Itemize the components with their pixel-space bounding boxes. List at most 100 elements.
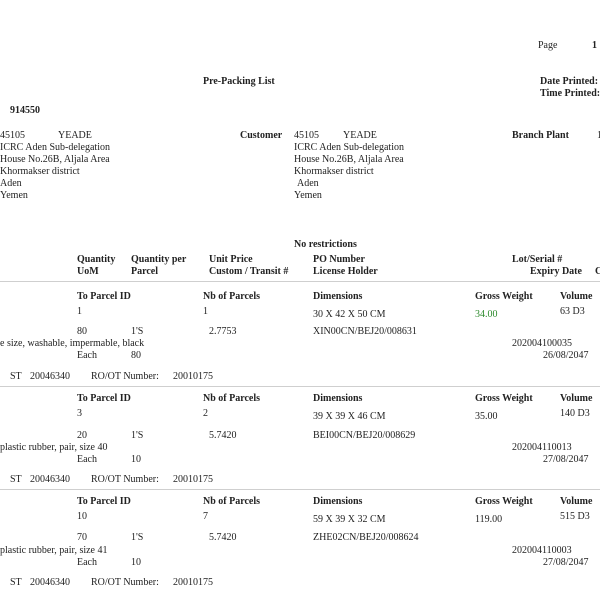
customer-line: ICRC Aden Sub-delegation	[294, 142, 404, 153]
ship-to-line: Aden	[0, 178, 22, 189]
col-unit-price: Unit Price	[209, 254, 253, 265]
po-number: XIN00CN/BEJ20/008631	[313, 326, 417, 337]
lot-number: 202004110013	[512, 442, 572, 453]
item-description: e size, washable, impermable, black	[0, 338, 145, 349]
dimensions-label: Dimensions	[313, 393, 363, 404]
col-expiry-date: Expiry Date	[530, 266, 582, 277]
col-custom-transit: Custom / Transit #	[209, 266, 289, 277]
gross-weight: 35.00	[475, 411, 498, 422]
page-label: Page	[538, 40, 558, 51]
customer-name: YEADE	[343, 130, 377, 141]
st-number: 20046340	[30, 474, 70, 485]
uom: Each	[77, 557, 97, 568]
uom-code: 1'S	[131, 532, 144, 543]
gross-weight-label: Gross Weight	[475, 393, 533, 404]
lot-number: 202004100035	[512, 338, 572, 349]
col-po-number: PO Number	[313, 254, 365, 265]
nb-parcels-label: Nb of Parcels	[203, 393, 261, 404]
col-license-holder: License Holder	[313, 266, 378, 277]
item-description: plastic rubber, pair, size 41	[0, 545, 108, 556]
col-qty-per-parcel: Quantity per	[131, 254, 187, 265]
st-number: 20046340	[30, 371, 70, 382]
ro-ot-number: 20010175	[173, 371, 213, 382]
col-lot-serial: Lot/Serial #	[512, 254, 563, 265]
ship-to-line: ICRC Aden Sub-delegation	[0, 142, 110, 153]
quantity: 70	[77, 532, 87, 543]
dimensions-label: Dimensions	[313, 291, 363, 302]
time-printed-label: Time Printed:	[540, 88, 600, 99]
unit-price: 2.7753	[209, 326, 237, 337]
nb-parcels-label: Nb of Parcels	[203, 496, 261, 507]
volume-label: Volume	[560, 393, 593, 404]
ship-to-line: Yemen	[0, 190, 28, 201]
ro-ot-number: 20010175	[173, 474, 213, 485]
ro-ot-number: 20010175	[173, 577, 213, 588]
nb-parcels: 7	[203, 511, 208, 522]
volume: 515 D3	[560, 511, 590, 522]
uom: Each	[77, 350, 97, 361]
header-divider	[0, 281, 600, 282]
expiry-date: 27/08/2047	[543, 557, 589, 568]
document-title: Pre-Packing List	[203, 76, 275, 87]
expiry-date: 27/08/2047	[543, 454, 589, 465]
unit-price: 5.7420	[209, 430, 237, 441]
ro-ot-label: RO/OT Number:	[91, 474, 159, 485]
uom: Each	[77, 454, 97, 465]
qty-per-parcel: 10	[131, 557, 141, 568]
st-number: 20046340	[30, 577, 70, 588]
unit-price: 5.7420	[209, 532, 237, 543]
ship-to-name: YEADE	[58, 130, 92, 141]
item-divider	[0, 489, 600, 490]
gross-weight: 119.00	[475, 514, 503, 525]
dimensions: 30 X 42 X 50 CM	[313, 309, 386, 320]
nb-parcels: 2	[203, 408, 208, 419]
uom-code: 1'S	[131, 430, 144, 441]
st-label: ST	[10, 474, 22, 485]
dimensions-label: Dimensions	[313, 496, 363, 507]
customer-line: Khormakser district	[294, 166, 374, 177]
item-description: plastic rubber, pair, size 40	[0, 442, 108, 453]
parcel-id: 10	[77, 511, 87, 522]
col-uom: UoM	[77, 266, 99, 277]
col-quantity: Quantity	[77, 254, 116, 265]
ro-ot-label: RO/OT Number:	[91, 577, 159, 588]
lot-number: 202004110003	[512, 545, 572, 556]
po-number: BEI00CN/BEJ20/008629	[313, 430, 416, 441]
qty-per-parcel: 80	[131, 350, 141, 361]
customer-label: Customer	[240, 130, 283, 141]
to-parcel-id-label: To Parcel ID	[77, 496, 131, 507]
st-label: ST	[10, 577, 22, 588]
volume-label: Volume	[560, 496, 593, 507]
customer-line: Aden	[297, 178, 319, 189]
ship-to-code: 45105	[0, 130, 25, 141]
dimensions: 39 X 39 X 46 CM	[313, 411, 386, 422]
col-extra: C	[595, 266, 600, 277]
parcel-id: 3	[77, 408, 82, 419]
gross-weight-label: Gross Weight	[475, 496, 533, 507]
col-parcel: Parcel	[131, 266, 159, 277]
ro-ot-label: RO/OT Number:	[91, 371, 159, 382]
volume: 63 D3	[560, 306, 585, 317]
uom-code: 1'S	[131, 326, 144, 337]
gross-weight-label: Gross Weight	[475, 291, 533, 302]
item-divider	[0, 386, 600, 387]
to-parcel-id-label: To Parcel ID	[77, 393, 131, 404]
branch-plant-value: 1	[597, 130, 600, 141]
expiry-date: 26/08/2047	[543, 350, 589, 361]
nb-parcels: 1	[203, 306, 208, 317]
gross-weight: 34.00	[475, 309, 498, 320]
qty-per-parcel: 10	[131, 454, 141, 465]
st-label: ST	[10, 371, 22, 382]
volume: 140 D3	[560, 408, 590, 419]
customer-code: 45105	[294, 130, 319, 141]
quantity: 20	[77, 430, 87, 441]
branch-plant-label: Branch Plant	[512, 130, 569, 141]
dimensions: 59 X 39 X 32 CM	[313, 514, 386, 525]
document-number: 914550	[10, 105, 40, 116]
date-printed-label: Date Printed:	[540, 76, 599, 87]
customer-line: House No.26B, Aljala Area	[294, 154, 404, 165]
volume-label: Volume	[560, 291, 593, 302]
parcel-id: 1	[77, 306, 82, 317]
po-number: ZHE02CN/BEJ20/008624	[313, 532, 419, 543]
to-parcel-id-label: To Parcel ID	[77, 291, 131, 302]
